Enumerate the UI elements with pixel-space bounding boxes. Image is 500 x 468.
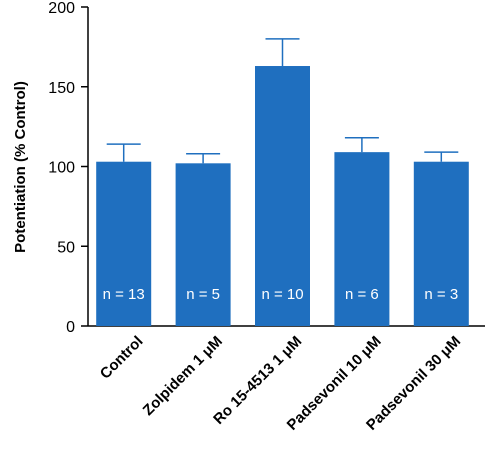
bar — [413, 161, 469, 326]
error-bar — [106, 143, 141, 162]
y-tick-label: 200 — [48, 0, 75, 17]
n-labels: n = 13 n = 5 n = 10 n = 6 n = 3 — [103, 286, 459, 303]
axes: 0 50 100 150 200 — [48, 0, 485, 336]
bars — [96, 66, 469, 326]
y-axis-title: Potentiation (% Control) — [12, 81, 29, 253]
n-label: n = 3 — [424, 286, 458, 303]
bar — [255, 66, 310, 326]
error-bar — [265, 38, 300, 67]
error-bar — [424, 151, 459, 162]
n-label: n = 6 — [345, 286, 379, 303]
error-bar — [344, 137, 379, 153]
y-tick-label: 100 — [48, 160, 75, 177]
n-label: n = 13 — [103, 286, 145, 303]
x-category-label: Zolpidem 1 μM — [140, 333, 226, 419]
bar — [175, 163, 231, 326]
x-category-label: Control — [97, 333, 147, 383]
n-label: n = 10 — [261, 286, 303, 303]
error-bars — [106, 38, 459, 164]
y-tick-label: 150 — [48, 80, 75, 97]
bar — [334, 152, 390, 326]
n-label: n = 5 — [186, 286, 220, 303]
error-bar — [186, 152, 221, 164]
y-tick-label: 50 — [57, 239, 75, 256]
bar — [96, 161, 152, 326]
y-tick-label: 0 — [66, 319, 75, 336]
